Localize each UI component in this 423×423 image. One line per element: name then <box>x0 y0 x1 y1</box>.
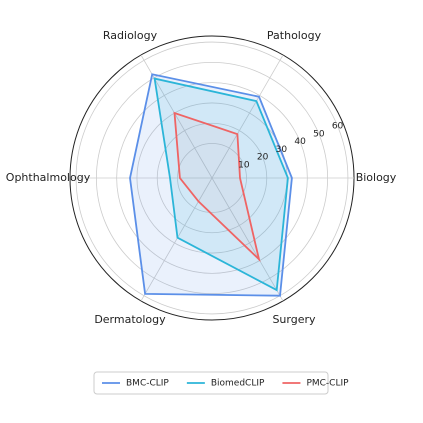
legend-label: BiomedCLIP <box>211 379 265 389</box>
spoke <box>211 177 284 302</box>
legend-box <box>93 371 329 395</box>
legend-label: BMC-CLIP <box>126 379 169 389</box>
r-tick-label: 30 <box>276 145 288 155</box>
category-label: Radiology <box>103 29 158 42</box>
category-label: Dermatology <box>94 313 166 326</box>
spoke <box>211 54 284 179</box>
spoke <box>140 177 213 302</box>
category-label: Surgery <box>272 313 316 326</box>
series-area <box>173 111 261 263</box>
r-tick-label: 10 <box>238 160 250 170</box>
category-label: Biology <box>356 171 397 184</box>
legend-label: PMC-CLIP <box>306 379 349 389</box>
r-tick-label: 40 <box>294 137 306 147</box>
r-tick-label: 60 <box>332 121 344 131</box>
r-tick-label: 50 <box>313 129 325 139</box>
category-label: Ophthalmology <box>6 171 91 184</box>
category-label: Pathology <box>267 29 322 42</box>
legend: BMC-CLIP BiomedCLIP PMC-CLIP <box>93 371 349 395</box>
series-area <box>129 73 293 297</box>
r-tick-label: 20 <box>257 153 269 163</box>
